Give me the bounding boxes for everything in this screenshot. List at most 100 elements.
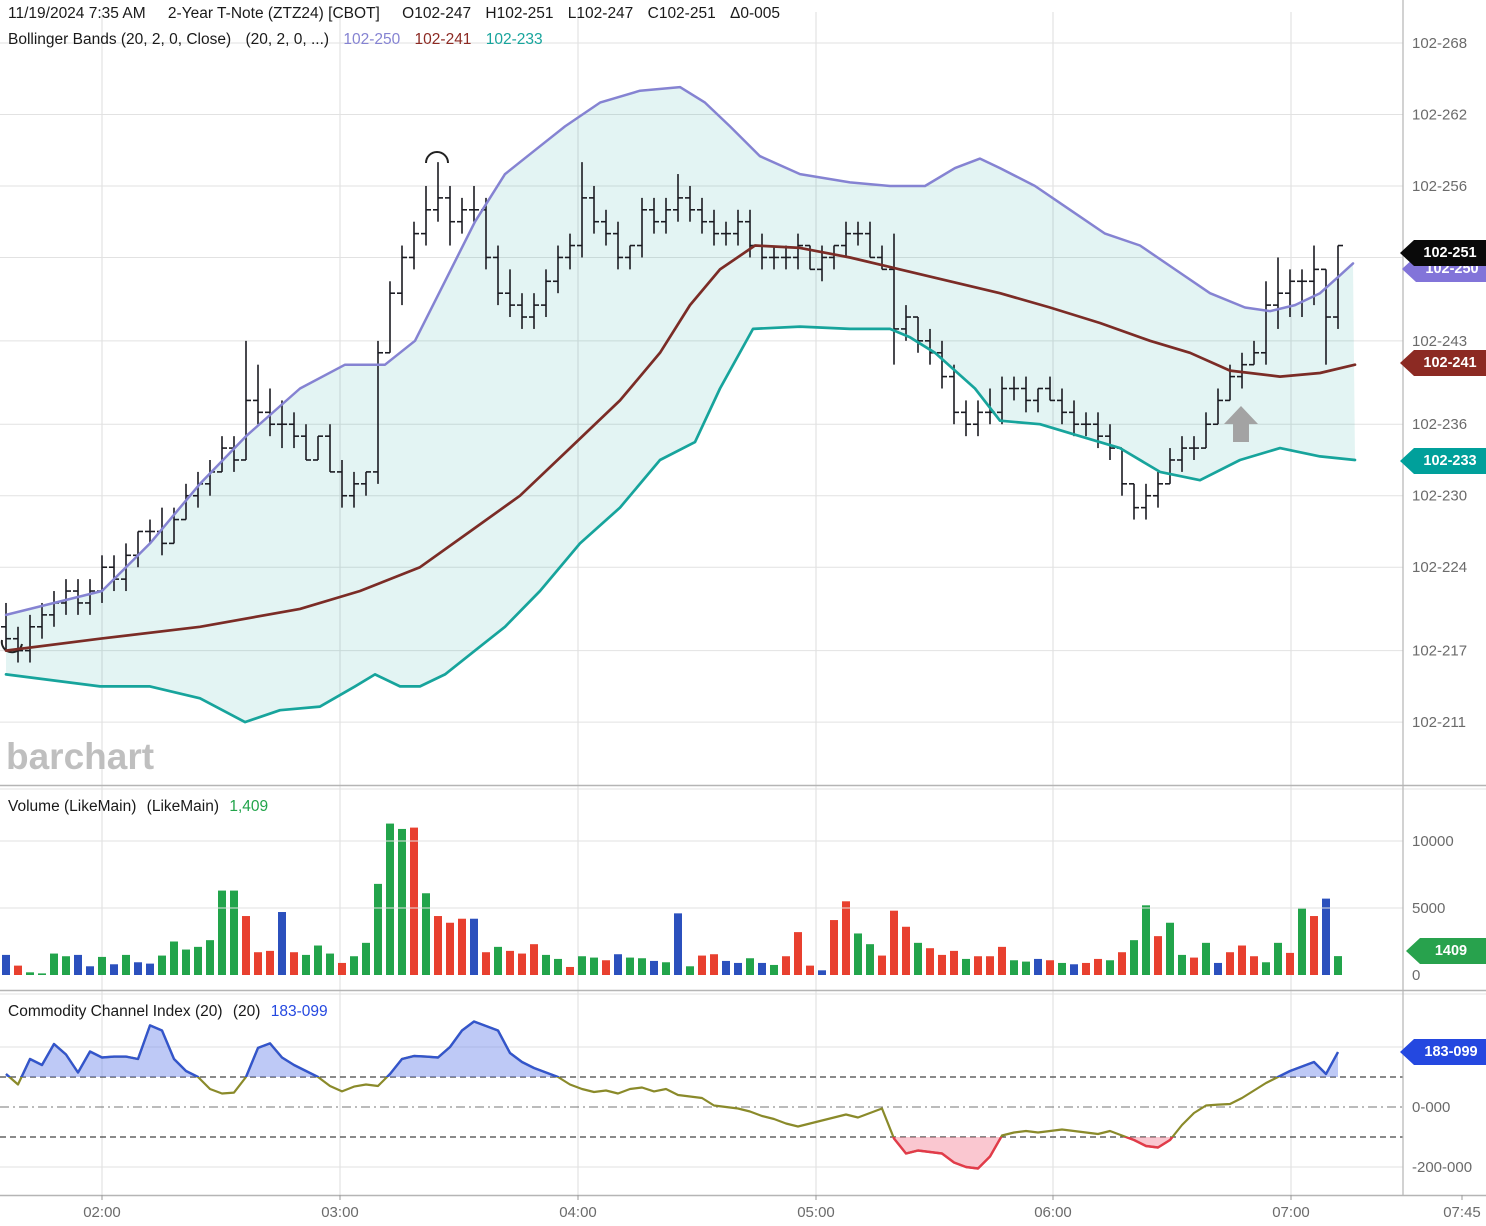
bollinger-legend[interactable]: Bollinger Bands (20, 2, 0, Close) (20, 2… [8,31,553,49]
volume-bar [158,955,166,975]
instrument-name: 2-Year T-Note (ZTZ24) [CBOT] [167,5,380,22]
volume-bar [1298,908,1306,975]
volume-legend-name: Volume (LikeMain) [8,798,137,815]
cci-legend[interactable]: Commodity Channel Index (20) (20) 183-09… [8,1003,328,1021]
volume-bar [974,956,982,975]
low-value: L102-247 [567,5,634,22]
svg-text:03:00: 03:00 [321,1204,359,1221]
ohlc-bars [1,162,1343,663]
volume-bar [962,958,970,975]
volume-bar [698,955,706,975]
svg-text:102-224: 102-224 [1412,559,1467,576]
cci-legend-value: 183-099 [270,1003,328,1020]
volume-bar [1106,960,1114,975]
volume-bar [1082,962,1090,975]
cci-overbought-fill [6,1021,1338,1077]
volume-bar [1286,952,1294,975]
bollinger-fill [6,87,1355,723]
volume-bar [986,956,994,975]
barchart-watermark-logo: barchart [6,736,155,777]
volume-legend[interactable]: Volume (LikeMain) (LikeMain) 1,409 [8,798,268,816]
volume-bar [710,954,718,975]
volume-bar [1178,954,1186,975]
svg-text:07:45: 07:45 [1443,1204,1481,1221]
volume-bar [326,953,334,975]
volume-bar [1250,956,1258,975]
volume-bar [38,973,46,975]
volume-bar [182,949,190,975]
ohlc-header: 11/19/2024 7:35 AM 2-Year T-Note (ZTZ24)… [8,5,790,23]
bollinger-lower-value: 102-233 [485,31,543,48]
volume-bar [938,954,946,975]
svg-text:102-217: 102-217 [1412,643,1467,660]
close-value: C102-251 [647,5,716,22]
bollinger-upper-band [4,85,1355,617]
volume-pane[interactable] [0,823,1403,975]
svg-text:06:00: 06:00 [1034,1204,1072,1221]
volume-bar [566,966,574,975]
arc-annotation-bottom [0,639,23,654]
volume-bar [878,955,886,975]
bollinger-legend-name: Bollinger Bands (20, 2, 0, Close) [8,31,232,48]
svg-text:102-243: 102-243 [1412,333,1467,350]
svg-text:04:00: 04:00 [559,1204,597,1221]
volume-bar [170,941,178,975]
volume-bar [866,944,874,975]
volume-bar [254,952,262,975]
volume-bar [1142,905,1150,975]
volume-bar [806,965,814,975]
volume-bar [122,954,130,975]
svg-text:05:00: 05:00 [797,1204,835,1221]
volume-bar [2,954,10,975]
volume-bar [482,952,490,975]
volume-bar [518,953,526,975]
volume-bar [734,962,742,975]
volume-bar [1154,936,1162,975]
volume-bar [1214,962,1222,975]
volume-bar [1022,961,1030,975]
volume-bar [410,827,418,975]
bb-middle-tag: 102-241 [1400,350,1486,376]
volume-bar [74,954,82,975]
volume-bar [218,890,226,975]
volume-bar [1034,958,1042,975]
volume-bar [1238,945,1246,975]
volume-bar [26,972,34,975]
volume-bar [458,918,466,975]
volume-bar [890,910,898,975]
volume-bar [362,942,370,975]
volume-bar [818,970,826,975]
volume-bar [146,963,154,975]
volume-bar [530,944,538,975]
volume-bar [590,957,598,975]
volume-bar [1190,957,1198,975]
svg-text:102-256: 102-256 [1412,178,1467,195]
volume-bar [374,883,382,975]
svg-text:07:00: 07:00 [1272,1204,1310,1221]
volume-bar [914,942,922,975]
main-pane[interactable] [0,12,1403,1195]
volume-bar [242,916,250,975]
volume-bar [110,964,118,975]
volume-bar [62,956,70,975]
volume-legend-value: 1,409 [229,798,269,815]
svg-text:10000: 10000 [1412,833,1454,850]
svg-text:0: 0 [1412,967,1420,984]
volume-bar [398,828,406,975]
volume-bar [686,966,694,975]
cci-pane[interactable] [0,1020,1403,1170]
volume-bar [134,962,142,975]
bollinger-lower-band [4,325,1357,724]
bollinger-legend-params: (20, 2, 0, ...) [245,31,330,48]
volume-bar [926,948,934,975]
volume-bar [722,960,730,975]
volume-bar [950,950,958,975]
volume-bar [1322,898,1330,975]
volume-bar [1070,964,1078,975]
volume-bar [626,957,634,975]
svg-text:102-236: 102-236 [1412,416,1467,433]
volume-bar [1058,962,1066,975]
